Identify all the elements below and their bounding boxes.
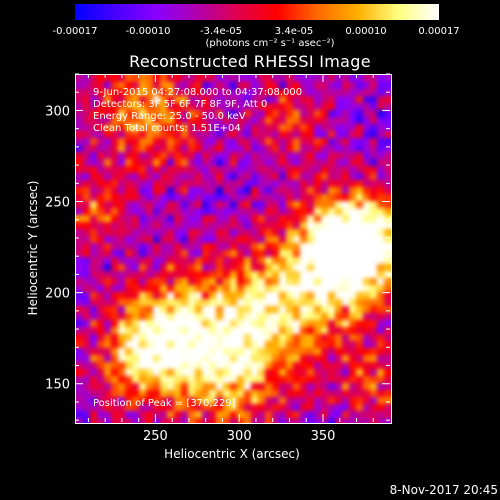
colorbar-tick-label: -0.00017 xyxy=(52,26,98,37)
colorbar xyxy=(75,4,439,20)
colorbar-unit-label: (photons cm⁻² s⁻¹ asec⁻²) xyxy=(205,38,335,49)
colorbar-tick-label: 0.00010 xyxy=(345,26,387,37)
colorbar-ticks: -0.00017 -0.00010 -3.4e-05 3.4e-05 0.000… xyxy=(0,0,500,60)
annotation-detectors: Detectors: 3F 5F 6F 7F 8F 9F, Att 0 xyxy=(93,99,268,110)
annotation-clean-counts: Clean Total counts: 1.51E+04 xyxy=(93,123,241,134)
x-tick-label: 350 xyxy=(311,429,336,444)
plot-date-stamp: 8-Nov-2017 20:45 xyxy=(389,483,498,497)
x-tick-label: 300 xyxy=(227,429,252,444)
y-tick-label: 300 xyxy=(45,104,70,119)
colorbar-tick-label: -3.4e-05 xyxy=(200,26,242,37)
annotation-peak-position: Position of Peak = [370,229] xyxy=(93,398,236,409)
colorbar-tick-label: -0.00010 xyxy=(125,26,171,37)
chart-title: Reconstructed RHESSI Image xyxy=(129,52,371,71)
heatmap-image xyxy=(76,75,391,423)
x-tick-label: 250 xyxy=(143,429,168,444)
annotation-energy-range: Energy Range: 25.0 - 50.0 keV xyxy=(93,111,246,122)
y-tick-label: 250 xyxy=(45,196,70,211)
y-tick-label: 200 xyxy=(45,287,70,302)
colorbar-tick-label: 3.4e-05 xyxy=(274,26,314,37)
x-axis-label: Heliocentric X (arcsec) xyxy=(164,447,300,461)
colorbar-tick-label: 0.00017 xyxy=(418,26,460,37)
annotation-time-range: 9-Jun-2015 04:27:08.000 to 04:37:08.000 xyxy=(93,87,303,98)
y-axis-label: Heliocentric Y (arcsec) xyxy=(26,180,40,316)
plot-area: 9-Jun-2015 04:27:08.000 to 04:37:08.000 … xyxy=(75,74,392,424)
y-tick-label: 150 xyxy=(45,378,70,393)
